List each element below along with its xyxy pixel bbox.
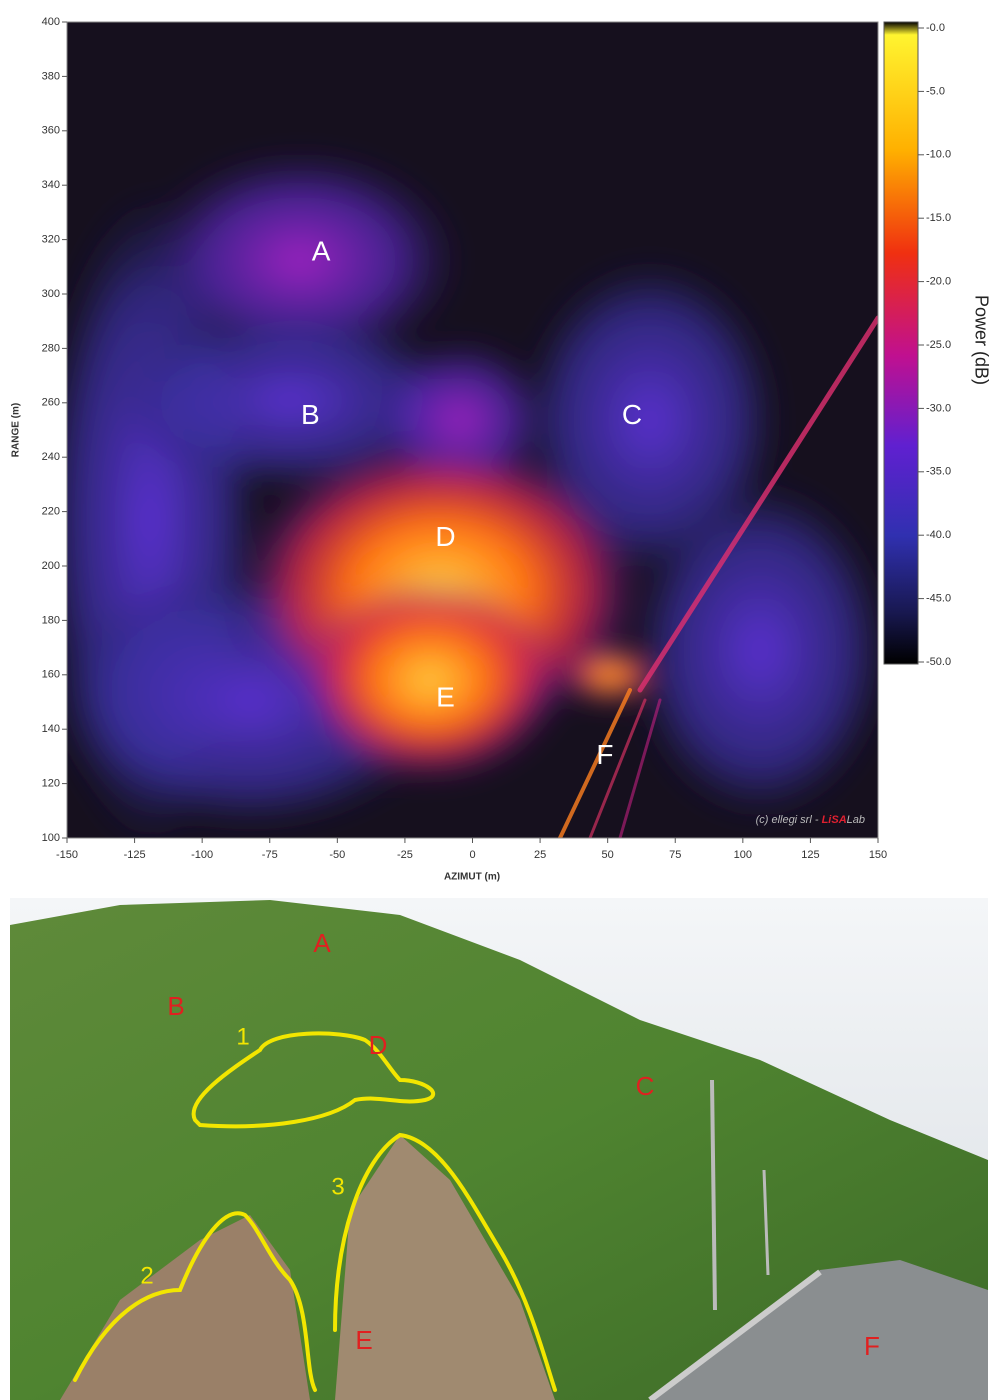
x-tick-label: 125 — [801, 849, 819, 861]
y-tick-label: 200 — [42, 560, 60, 572]
x-tick-label: 75 — [669, 849, 681, 861]
photo-label: F — [864, 1331, 880, 1361]
photo-label: A — [313, 928, 331, 958]
region-number: 2 — [140, 1262, 153, 1289]
y-tick-label: 100 — [42, 832, 60, 844]
colorbar-tick-label: -35.0 — [926, 466, 951, 478]
y-tick-label: 260 — [42, 397, 60, 409]
region-label: D — [435, 521, 455, 552]
x-tick-label: 150 — [869, 849, 887, 861]
region-label: E — [436, 682, 455, 713]
y-tick-label: 300 — [42, 288, 60, 300]
credit: (c) ellegi srl - LiSALab — [756, 814, 865, 826]
credit-brand: LiSA — [822, 814, 847, 826]
x-tick-label: -75 — [262, 849, 278, 861]
y-axis-label: RANGE (m) — [11, 403, 22, 457]
colorbar-tick-label: -30.0 — [926, 402, 951, 414]
x-tick-label: -125 — [124, 849, 146, 861]
region-label: A — [312, 236, 331, 267]
colorbar-tick-label: -50.0 — [926, 656, 951, 668]
colorbar-tick-label: -45.0 — [926, 593, 951, 605]
region-label: F — [596, 739, 613, 770]
colorbar — [883, 21, 919, 665]
y-tick-label: 360 — [42, 125, 60, 137]
y-tick-label: 140 — [42, 723, 60, 735]
colorbar-tick-label: -40.0 — [926, 529, 951, 541]
credit-text: (c) ellegi srl - — [756, 814, 822, 826]
x-tick-label: 0 — [469, 849, 475, 861]
x-tick-label: 50 — [602, 849, 614, 861]
region-label: B — [301, 399, 320, 430]
x-tick-label: 25 — [534, 849, 546, 861]
photo-label: E — [355, 1325, 372, 1355]
x-tick-label: -100 — [191, 849, 213, 861]
radar-map — [67, 22, 878, 838]
colorbar-tick-label: -10.0 — [926, 149, 951, 161]
colorbar-tick-label: -25.0 — [926, 339, 951, 351]
y-tick-label: 120 — [42, 778, 60, 790]
x-tick-label: -25 — [397, 849, 413, 861]
region-number: 1 — [236, 1023, 249, 1050]
photo-label: C — [636, 1071, 655, 1101]
x-tick-label: -50 — [329, 849, 345, 861]
y-tick-label: 240 — [42, 451, 60, 463]
y-tick-label: 160 — [42, 669, 60, 681]
y-tick-label: 180 — [42, 614, 60, 626]
credit-text: Lab — [847, 814, 865, 826]
x-tick-label: 100 — [734, 849, 752, 861]
road-streaks — [558, 315, 878, 838]
x-axis-label: AZIMUT (m) — [444, 872, 500, 883]
photo-label: D — [369, 1030, 388, 1060]
photo-label: B — [167, 991, 184, 1021]
photo — [10, 898, 988, 1400]
region-label: C — [622, 399, 642, 430]
y-tick-label: 400 — [42, 16, 60, 28]
y-tick-label: 320 — [42, 234, 60, 246]
y-tick-label: 220 — [42, 506, 60, 518]
y-tick-label: 380 — [42, 70, 60, 82]
colorbar-label: Power (dB) — [971, 295, 991, 385]
colorbar-tick-label: -5.0 — [926, 85, 945, 97]
y-tick-label: 280 — [42, 342, 60, 354]
x-tick-label: -150 — [56, 849, 78, 861]
colorbar-tick-label: -15.0 — [926, 212, 951, 224]
y-tick-label: 340 — [42, 179, 60, 191]
colorbar-tick-label: -0.0 — [926, 22, 945, 34]
colorbar-tick-label: -20.0 — [926, 276, 951, 288]
region-number: 3 — [331, 1173, 344, 1200]
